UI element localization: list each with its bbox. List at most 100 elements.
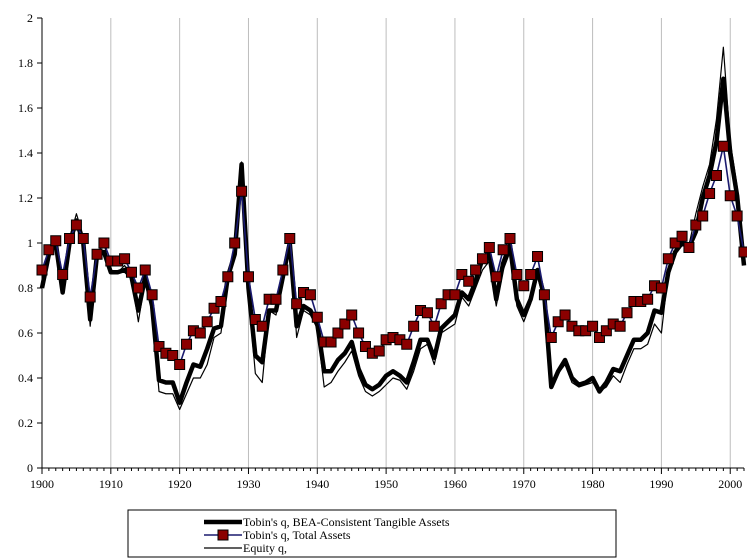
data-point-total-assets — [456, 269, 468, 280]
data-point-total-assets — [229, 237, 241, 249]
data-point-total-assets — [373, 345, 385, 357]
data-point-total-assets — [470, 264, 482, 276]
grid-lines — [41, 18, 731, 468]
data-point-total-assets — [690, 219, 702, 231]
y-tick-label: 0.6 — [18, 326, 33, 340]
data-point-total-assets — [428, 320, 440, 332]
axes — [41, 18, 744, 469]
data-point-total-assets — [36, 264, 48, 276]
data-point-total-assets — [64, 233, 76, 244]
x-tick-label: 1950 — [374, 477, 398, 491]
data-point-total-assets — [70, 219, 82, 231]
data-point-total-assets — [249, 314, 261, 325]
data-point-total-assets — [587, 320, 599, 332]
data-point-total-assets — [98, 237, 110, 249]
data-point-total-assets — [57, 269, 69, 280]
series-line-total-assets — [41, 145, 745, 366]
data-point-total-assets — [153, 341, 165, 352]
data-point-total-assets — [511, 269, 523, 280]
data-point-total-assets — [181, 338, 193, 350]
x-tick-label: 1970 — [512, 477, 536, 491]
data-point-total-assets — [201, 316, 213, 328]
data-point-total-assets — [724, 190, 736, 202]
data-point-total-assets — [125, 266, 137, 278]
data-point-total-assets — [449, 289, 461, 301]
data-point-total-assets — [50, 235, 62, 247]
x-tick-label: 1920 — [168, 477, 192, 491]
data-point-total-assets — [538, 289, 550, 301]
data-point-total-assets — [77, 233, 89, 244]
series-line-equity-q — [41, 46, 745, 411]
data-point-total-assets — [215, 296, 227, 307]
data-point-total-assets — [710, 170, 722, 181]
data-point-total-assets — [242, 271, 254, 283]
data-point-total-assets — [339, 318, 351, 330]
data-point-total-assets — [600, 325, 612, 337]
y-tick-label: 1 — [27, 236, 33, 250]
x-tick-label: 1910 — [99, 477, 123, 491]
data-point-total-assets — [332, 327, 344, 339]
data-point-total-assets — [731, 210, 743, 222]
data-point-total-assets — [621, 307, 633, 319]
data-point-total-assets — [717, 140, 729, 152]
data-point-total-assets — [738, 246, 747, 258]
data-point-total-assets — [132, 282, 144, 294]
data-point-total-assets — [676, 230, 688, 242]
data-point-total-assets — [525, 269, 537, 280]
y-tick-label: 0 — [27, 461, 33, 475]
data-point-total-assets — [642, 293, 654, 305]
data-point-total-assets — [559, 309, 571, 321]
x-axis-ticks: 1900 1910 1920 1930 1940 1950 1960 1970 1980 1990… — [30, 468, 745, 491]
x-tick-label: 1900 — [30, 477, 54, 491]
y-tick-label: 0.8 — [18, 281, 33, 295]
data-point-total-assets — [208, 302, 220, 314]
data-point-total-assets — [304, 289, 316, 301]
data-point-total-assets — [359, 341, 371, 352]
data-point-total-assets — [518, 280, 530, 292]
legend-label-bea-tangible: Tobin's q, BEA-Consistent Tangible Asset… — [243, 515, 450, 529]
data-point-total-assets — [311, 311, 323, 323]
y-tick-label: 2 — [27, 11, 33, 25]
x-tick-label: 1930 — [236, 477, 260, 491]
legend: Tobin's q, BEA-Consistent Tangible Asset… — [127, 509, 617, 558]
data-point-total-assets — [504, 233, 516, 244]
data-point-total-assets — [174, 359, 186, 370]
data-point-total-assets — [704, 188, 716, 199]
data-point-total-assets — [194, 327, 206, 339]
data-point-total-assets — [435, 298, 447, 310]
data-point-total-assets — [669, 237, 681, 249]
data-point-total-assets — [270, 293, 282, 305]
x-tick-label: 1990 — [649, 477, 673, 491]
y-tick-label: 0.2 — [18, 416, 33, 430]
data-point-total-assets — [222, 271, 234, 283]
data-point-total-assets — [421, 307, 433, 319]
data-point-total-assets — [490, 271, 502, 283]
legend-swatch-total-assets-marker — [217, 529, 229, 541]
data-point-total-assets — [532, 251, 544, 262]
data-point-total-assets — [167, 350, 179, 361]
data-point-total-assets — [497, 244, 509, 256]
data-point-total-assets — [476, 253, 488, 265]
series-layer — [36, 46, 747, 411]
data-point-total-assets — [346, 309, 358, 321]
data-point-total-assets — [683, 242, 695, 253]
data-point-total-assets — [463, 275, 475, 287]
data-point-total-assets — [325, 336, 337, 348]
data-point-total-assets — [614, 320, 626, 332]
data-point-total-assets — [139, 264, 151, 276]
x-tick-label: 1940 — [305, 477, 329, 491]
data-point-total-assets — [401, 338, 413, 350]
y-tick-label: 1.6 — [18, 101, 33, 115]
y-tick-label: 1.2 — [18, 191, 33, 205]
x-tick-label: 1960 — [443, 477, 467, 491]
legend-label-equity-q: Equity q, — [243, 541, 287, 555]
data-point-total-assets — [277, 264, 289, 276]
data-point-total-assets — [119, 253, 131, 265]
data-point-total-assets — [655, 282, 667, 294]
data-point-total-assets — [483, 242, 495, 253]
series-line-bea-tangible — [39, 76, 747, 405]
data-point-total-assets — [146, 289, 158, 301]
y-tick-label: 0.4 — [18, 371, 33, 385]
data-point-total-assets — [291, 298, 303, 310]
